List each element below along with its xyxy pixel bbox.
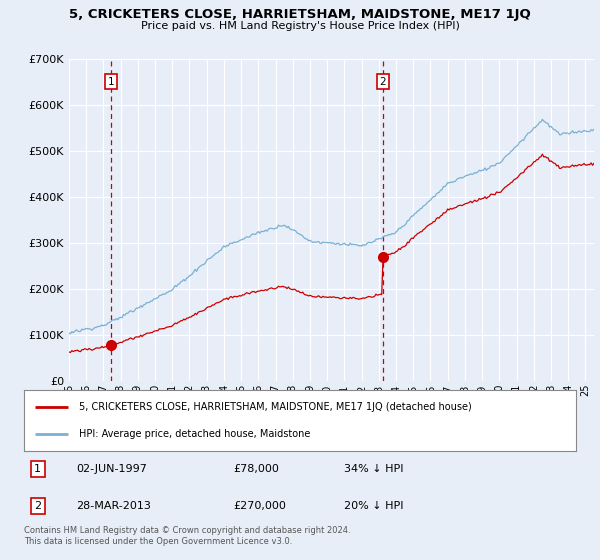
Text: 1: 1: [34, 464, 41, 474]
Text: 5, CRICKETERS CLOSE, HARRIETSHAM, MAIDSTONE, ME17 1JQ: 5, CRICKETERS CLOSE, HARRIETSHAM, MAIDST…: [69, 8, 531, 21]
Text: 2: 2: [379, 77, 386, 87]
Text: 5, CRICKETERS CLOSE, HARRIETSHAM, MAIDSTONE, ME17 1JQ (detached house): 5, CRICKETERS CLOSE, HARRIETSHAM, MAIDST…: [79, 402, 472, 412]
Text: 28-MAR-2013: 28-MAR-2013: [76, 501, 151, 511]
Text: 1: 1: [107, 77, 114, 87]
Text: 02-JUN-1997: 02-JUN-1997: [76, 464, 148, 474]
Text: 20% ↓ HPI: 20% ↓ HPI: [344, 501, 404, 511]
Text: £270,000: £270,000: [234, 501, 287, 511]
Text: HPI: Average price, detached house, Maidstone: HPI: Average price, detached house, Maid…: [79, 430, 311, 440]
Text: 2: 2: [34, 501, 41, 511]
Text: Price paid vs. HM Land Registry's House Price Index (HPI): Price paid vs. HM Land Registry's House …: [140, 21, 460, 31]
Text: 34% ↓ HPI: 34% ↓ HPI: [344, 464, 404, 474]
Text: £78,000: £78,000: [234, 464, 280, 474]
Text: Contains HM Land Registry data © Crown copyright and database right 2024.
This d: Contains HM Land Registry data © Crown c…: [24, 526, 350, 546]
